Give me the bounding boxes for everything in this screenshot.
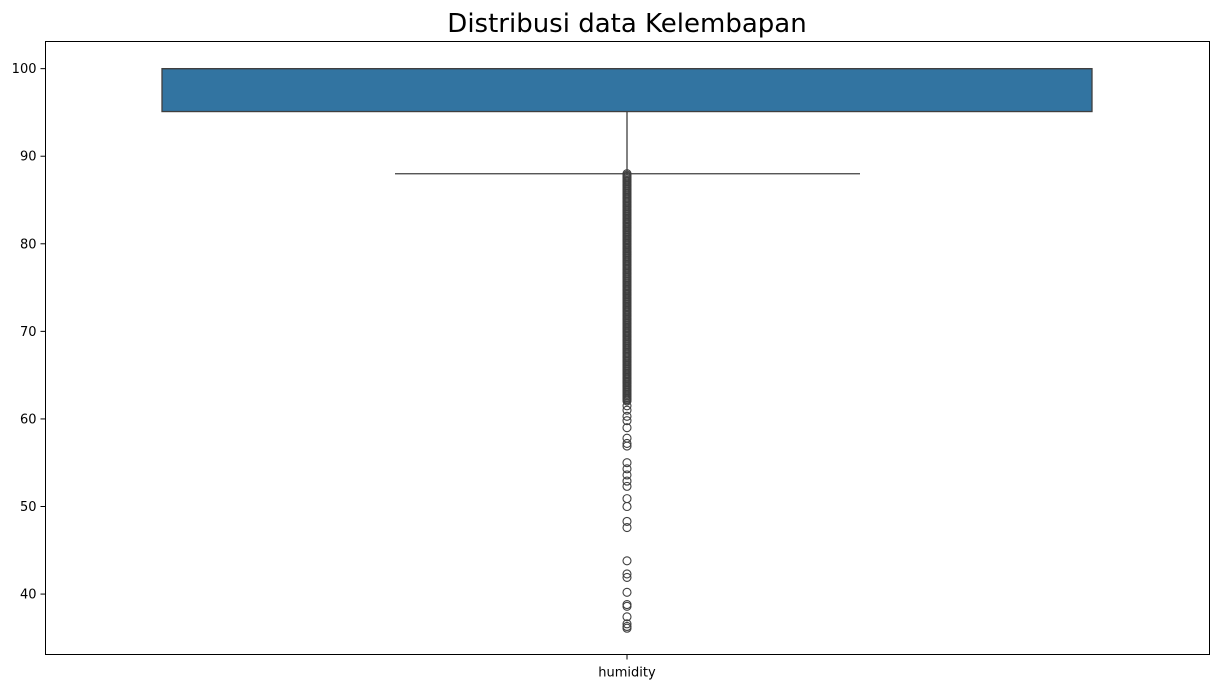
outlier-point <box>622 600 632 610</box>
outlier-point <box>622 516 632 526</box>
outlier-point <box>622 438 632 449</box>
y-tick-label: 90 <box>20 150 37 165</box>
chart-marks <box>161 67 1093 633</box>
outlier-point <box>622 441 632 451</box>
outlier-point <box>622 522 632 533</box>
y-tick-label: 50 <box>20 500 37 515</box>
x-tick-label: humidity <box>598 666 656 681</box>
outlier-point <box>622 464 632 474</box>
outlier-point <box>622 405 632 415</box>
outlier-point <box>622 396 632 406</box>
y-axis: 40 50 60 70 80 90 100 <box>12 62 46 603</box>
outlier-point <box>622 569 632 579</box>
outlier-point <box>622 411 632 421</box>
y-tick-label: 70 <box>20 325 37 340</box>
outlier-point <box>622 612 632 622</box>
box <box>161 67 1093 113</box>
outlier-point <box>622 481 632 491</box>
outlier-point <box>622 476 632 486</box>
y-tick-label: 40 <box>20 588 37 603</box>
y-tick-label: 60 <box>20 412 37 427</box>
outlier-point <box>622 494 632 504</box>
chart-title: Distribusi data Kelembapan <box>447 9 806 39</box>
outlier-point <box>622 619 632 629</box>
outlier-point <box>622 458 632 468</box>
outlier-point <box>622 501 632 512</box>
y-tick-label: 80 <box>20 237 37 252</box>
outlier-point <box>622 623 632 633</box>
outlier-point <box>622 601 632 611</box>
x-axis: humidity <box>598 654 656 681</box>
outlier-point <box>622 416 632 426</box>
outlier-point <box>622 470 632 480</box>
outlier-point <box>622 572 632 582</box>
outlier-point <box>622 401 632 411</box>
outlier-point <box>622 423 632 433</box>
outlier-point <box>622 587 632 597</box>
outlier-point <box>622 556 632 566</box>
y-tick-label: 100 <box>12 62 37 77</box>
